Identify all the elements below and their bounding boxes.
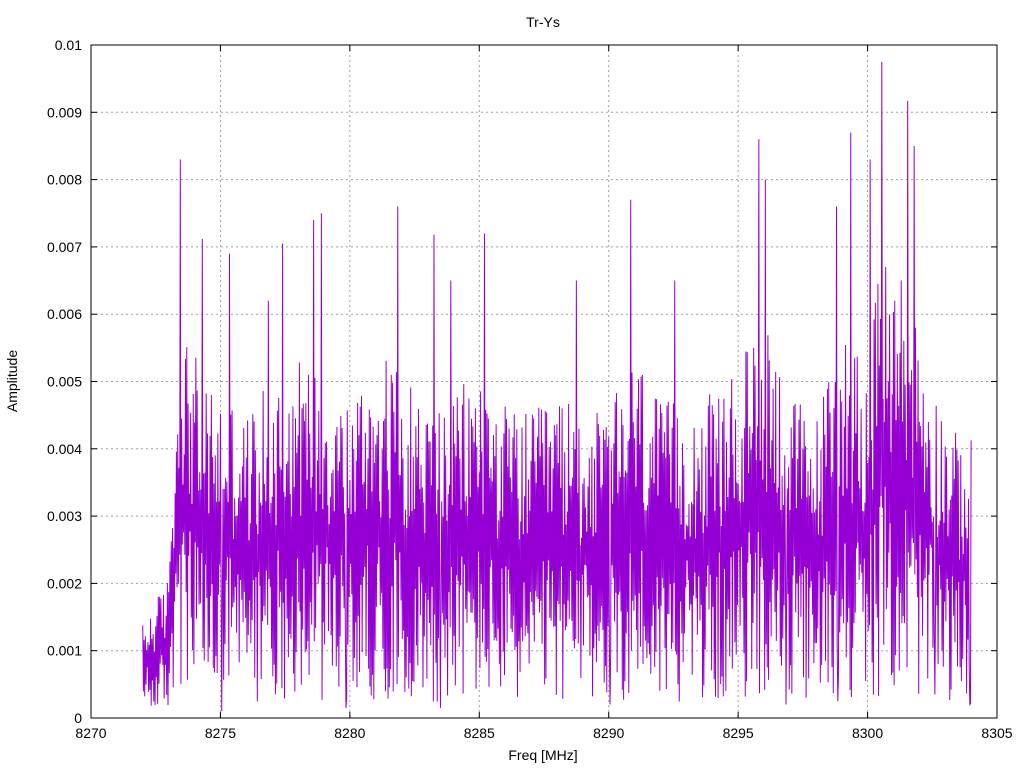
y-tick-label: 0.002	[47, 575, 82, 591]
y-tick-label: 0.003	[47, 508, 82, 524]
y-tick-label: 0.008	[47, 172, 82, 188]
x-tick-label: 8305	[981, 725, 1012, 741]
axes	[90, 44, 998, 719]
y-tick-label: 0.004	[47, 441, 82, 457]
y-tick-label: 0	[74, 710, 82, 726]
x-tick-label: 8295	[723, 725, 754, 741]
chart-title: Tr-Ys	[526, 14, 560, 30]
y-tick-label: 0.005	[47, 374, 82, 390]
series-amplitude	[142, 61, 972, 712]
tick-labels: 8270 8275 8280 8285 8290 8295 8300 8305 0 0.001 0.…	[47, 37, 1013, 741]
series-line	[142, 61, 972, 712]
y-axis-label: Amplitude	[4, 350, 20, 412]
y-tick-label: 0.007	[47, 239, 82, 255]
y-tick-label: 0.009	[47, 104, 82, 120]
x-tick-label: 8300	[852, 725, 883, 741]
x-tick-label: 8285	[464, 725, 495, 741]
x-axis-label: Freq [MHz]	[508, 747, 577, 763]
y-tick-label: 0.001	[47, 643, 82, 659]
y-tick-label: 0.01	[55, 37, 82, 53]
x-tick-label: 8280	[334, 725, 365, 741]
x-tick-label: 8290	[593, 725, 624, 741]
y-tick-label: 0.006	[47, 306, 82, 322]
x-tick-label: 8270	[75, 725, 106, 741]
x-tick-label: 8275	[205, 725, 236, 741]
